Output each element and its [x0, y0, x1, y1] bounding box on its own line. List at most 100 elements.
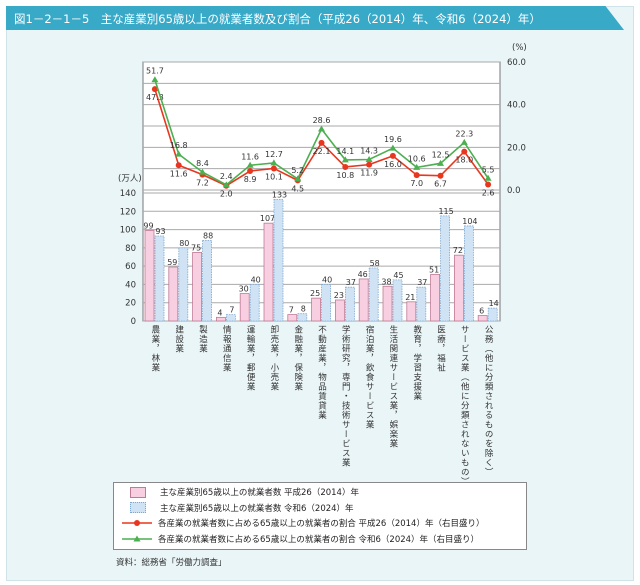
- line-value-label: 2.4: [220, 172, 233, 181]
- bar: [144, 230, 155, 322]
- line-value-label: 22.3: [455, 129, 473, 138]
- left-tick-label: 0: [131, 317, 136, 327]
- line-marker-triangle: [389, 144, 397, 151]
- bar: [239, 293, 250, 322]
- bar: [297, 313, 308, 322]
- bar-value-label: 40: [322, 275, 332, 284]
- bar-value-label: 107: [260, 214, 275, 223]
- bar-value-label: 38: [381, 277, 391, 286]
- chart-title: 図1－2－1－5 主な産業別65歳以上の就業者数及び割合（平成26（2014）年…: [14, 12, 541, 26]
- legend-label: 主な産業別65歳以上の就業者数 令和6（2024）年: [160, 503, 354, 514]
- bar-value-label: 8: [301, 305, 306, 314]
- line-value-label: 2.6: [482, 188, 495, 197]
- line-marker-triangle: [484, 174, 492, 181]
- right-tick-label: 20.0: [507, 143, 526, 153]
- line-marker-triangle: [365, 155, 373, 162]
- left-tick-label: 20: [125, 299, 136, 309]
- bar: [368, 267, 379, 322]
- category-label: 卸売業，小売業: [268, 325, 279, 392]
- left-tick-label: 80: [125, 244, 136, 254]
- left-tick-label: 60: [125, 262, 136, 272]
- line-value-label: 12.7: [265, 150, 283, 159]
- bar: [344, 286, 355, 322]
- bar-value-label: 45: [393, 271, 403, 280]
- bar-value-label: 14: [489, 299, 499, 308]
- bar: [440, 215, 451, 322]
- bar: [358, 278, 369, 322]
- category-label: 運輸業，郵便業: [245, 325, 256, 392]
- line-marker-triangle: [413, 163, 421, 170]
- line-marker-triangle: [222, 181, 230, 188]
- bar: [334, 299, 345, 322]
- right-axis-unit: (%): [512, 43, 527, 53]
- bar: [392, 279, 403, 322]
- line-value-label: 12.5: [432, 150, 450, 159]
- line-value-label: 8.9: [244, 175, 257, 184]
- line-marker-circle: [461, 148, 468, 155]
- bar-value-label: 93: [155, 227, 165, 236]
- category-label: 農業，林業: [149, 325, 160, 373]
- category-label: 教育，学習支援業: [411, 325, 422, 401]
- line-value-label: 14.3: [360, 146, 378, 155]
- line-marker-triangle: [318, 125, 325, 132]
- bar: [178, 247, 189, 322]
- line-value-label: 16.8: [170, 141, 188, 150]
- bar: [273, 198, 284, 322]
- category-label: 建設業: [173, 325, 184, 354]
- line-value-label: 51.7: [146, 67, 164, 76]
- bar-value-label: 115: [438, 207, 453, 216]
- bar-value-label: 7: [289, 306, 294, 315]
- category-label: 金融業，保険業: [292, 325, 303, 392]
- line-value-label: 10.1: [265, 172, 283, 181]
- line-value-label: 5.5: [482, 165, 495, 174]
- bar: [487, 307, 498, 322]
- bar-value-label: 6: [479, 307, 484, 316]
- bar-value-label: 40: [251, 275, 261, 284]
- line-value-label: 18.0: [455, 156, 473, 165]
- category-label: 宿泊業，飲食サービス業: [364, 325, 375, 430]
- bar: [382, 285, 393, 322]
- line-value-label: 8.4: [196, 159, 209, 168]
- bar: [263, 222, 274, 322]
- right-tick-label: 40.0: [507, 101, 526, 111]
- bar: [168, 266, 179, 322]
- bar: [215, 316, 226, 322]
- bar: [287, 314, 298, 322]
- bar: [202, 240, 213, 322]
- category-label: 製造業: [197, 325, 208, 354]
- legend-swatch: [122, 520, 152, 526]
- bar-value-label: 133: [272, 190, 287, 199]
- line-marker-circle: [389, 152, 396, 159]
- line-value-label: 10.6: [408, 154, 426, 163]
- line-marker-circle: [413, 172, 420, 179]
- line-marker-circle: [437, 172, 444, 179]
- line-value-label: 11.9: [360, 169, 378, 178]
- line-value-label: 22.1: [313, 147, 331, 156]
- line-marker-triangle: [460, 138, 468, 145]
- line-value-label: 28.6: [313, 116, 331, 125]
- line-value-label: 47.3: [146, 93, 164, 102]
- bar: [416, 286, 427, 322]
- line-marker-circle: [342, 163, 349, 170]
- bar-value-label: 51: [429, 265, 439, 274]
- left-axis-unit: (万人): [118, 174, 142, 184]
- bar: [154, 235, 165, 322]
- bar-value-label: 7: [229, 306, 234, 315]
- bar: [225, 314, 236, 322]
- bar: [430, 273, 441, 322]
- left-tick-label: 100: [120, 226, 136, 236]
- line-marker-triangle: [270, 159, 278, 166]
- bar-value-label: 30: [239, 285, 249, 294]
- right-tick-label: 60.0: [507, 58, 526, 68]
- legend-item: 主な産業別65歳以上の就業者数 平成26（2014）年: [122, 485, 359, 499]
- bar-value-label: 25: [310, 289, 320, 298]
- bar: [321, 284, 332, 322]
- line-value-label: 19.6: [384, 135, 402, 144]
- left-tick-label: 40: [125, 280, 136, 290]
- line-value-label: 5.2: [291, 166, 304, 175]
- category-label: 医療，福祉: [435, 325, 446, 373]
- bar: [406, 301, 417, 322]
- bar-value-label: 23: [334, 291, 344, 300]
- category-label: サービス業（他に分類されないもの）: [459, 325, 470, 487]
- line-marker-circle: [270, 165, 277, 172]
